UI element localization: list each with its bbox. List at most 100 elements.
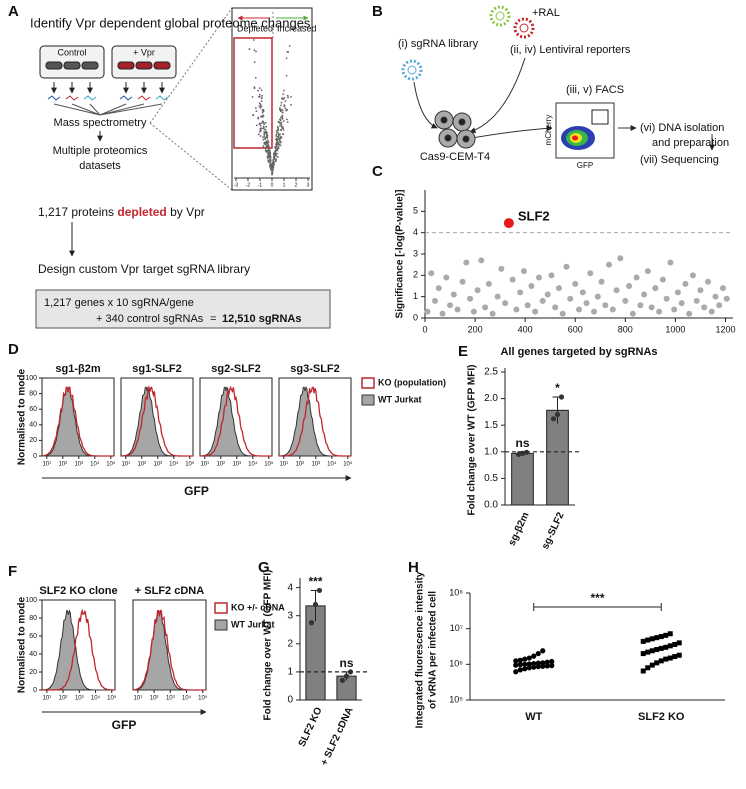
cell-point [517,667,523,673]
volcano-dot [255,110,258,112]
gene-point [609,306,616,313]
gene-point [583,300,590,307]
x-tick-label: 800 [618,324,633,334]
volcano-dot [262,145,265,148]
volcano-dot [275,158,277,161]
panel-letter: C [372,163,383,180]
volcano-dot [253,49,256,52]
cell-point [663,656,669,662]
volcano-dot [269,152,272,154]
volcano-dot [264,132,266,134]
y-tick-label: 4 [413,227,418,237]
cell-point [645,665,651,671]
gene-point [544,291,551,298]
x-tick-label: 10³ [232,462,241,468]
cell-point [640,638,646,644]
gene-point [682,280,689,287]
label: GFP [577,161,593,170]
label: (vi) DNA isolation [640,122,724,134]
cell-point [513,658,519,664]
gene-point [447,302,454,309]
volcano-dot [260,122,263,124]
wt-histogram [120,386,193,457]
gene-point [435,285,442,292]
volcano-dot [276,129,278,132]
legend-label: WT Jurkat [378,394,422,404]
ko-histogram [42,608,116,691]
volcano-dot [280,109,283,112]
volcano-dot [281,115,284,118]
volcano-dot [287,96,289,99]
gene-point [671,306,678,313]
label: Control [57,47,86,57]
volcano-dot [260,105,263,108]
gene-point [524,302,531,309]
cell-point [654,647,660,653]
volcano-dot [262,127,265,129]
y-tick-label: 100 [25,375,37,382]
volcano-dot [264,146,267,149]
volcano-dot [261,111,264,114]
cell-point [676,652,682,658]
volcano-dot [283,105,286,108]
cell-point [640,651,646,657]
y-tick-label: 60 [29,406,37,413]
panel-letter: F [8,563,17,580]
volcano-dot [271,167,273,170]
gene-point [485,280,492,287]
label: Normalised to mode [17,369,28,466]
replicate [308,620,315,626]
volcano-dot [282,128,285,131]
x-tick-label: 10² [216,462,225,468]
x-tick-label: 10² [295,462,304,468]
legend-label: KO (population) [378,377,446,387]
histogram-title: SLF2 KO clone [39,585,117,597]
wt-histogram [278,386,351,457]
volcano-dot [270,164,273,167]
volcano-dot [283,89,285,92]
volcano-dot [255,50,257,53]
gene-point [617,255,624,262]
gene-point [474,287,481,294]
volcano-dot [278,139,281,142]
significance-label: *** [308,575,322,589]
volcano-dot [267,144,269,147]
label: datasets [79,160,121,172]
gene-point [450,291,457,298]
gene-point [454,306,461,313]
label: Cas9-CEM-T4 [420,151,490,163]
gene-point [622,297,629,304]
volcano-dot [262,138,265,141]
ko-histogram [278,386,351,457]
volcano-dot [285,57,288,60]
gene-point [439,310,446,317]
volcano-dot [275,145,277,148]
gene-point [539,297,546,304]
y-tick-label: 10⁶ [449,659,463,669]
x-tick-label: 10⁴ [182,695,192,702]
volcano-dot [274,159,277,162]
gene-point [587,270,594,277]
gene-point [723,295,730,302]
bar [546,409,569,506]
x-tick-label: 0 [422,324,427,334]
y-tick-label: 40 [29,651,37,658]
gene-point [598,278,605,285]
volcano-dot [262,120,264,123]
histogram-title: sg1-SLF2 [132,363,182,375]
y-tick-label: 10⁸ [449,587,463,597]
volcano-dot [265,151,268,153]
volcano-dot [277,145,280,148]
ko-histogram [199,385,272,457]
x-tick-label: 400 [518,324,533,334]
gene-point [716,302,723,309]
label: +RAL [532,7,560,19]
volcano-dot [252,39,255,41]
gene-point [535,274,542,281]
volcano-dot [267,156,269,158]
histogram-title: + SLF2 cDNA [135,585,204,597]
gene-point [641,291,648,298]
cell-point [663,644,669,650]
histogram-title: sg1-β2m [55,363,100,375]
label: Fold change over WT (GFP MFI) [263,570,274,721]
